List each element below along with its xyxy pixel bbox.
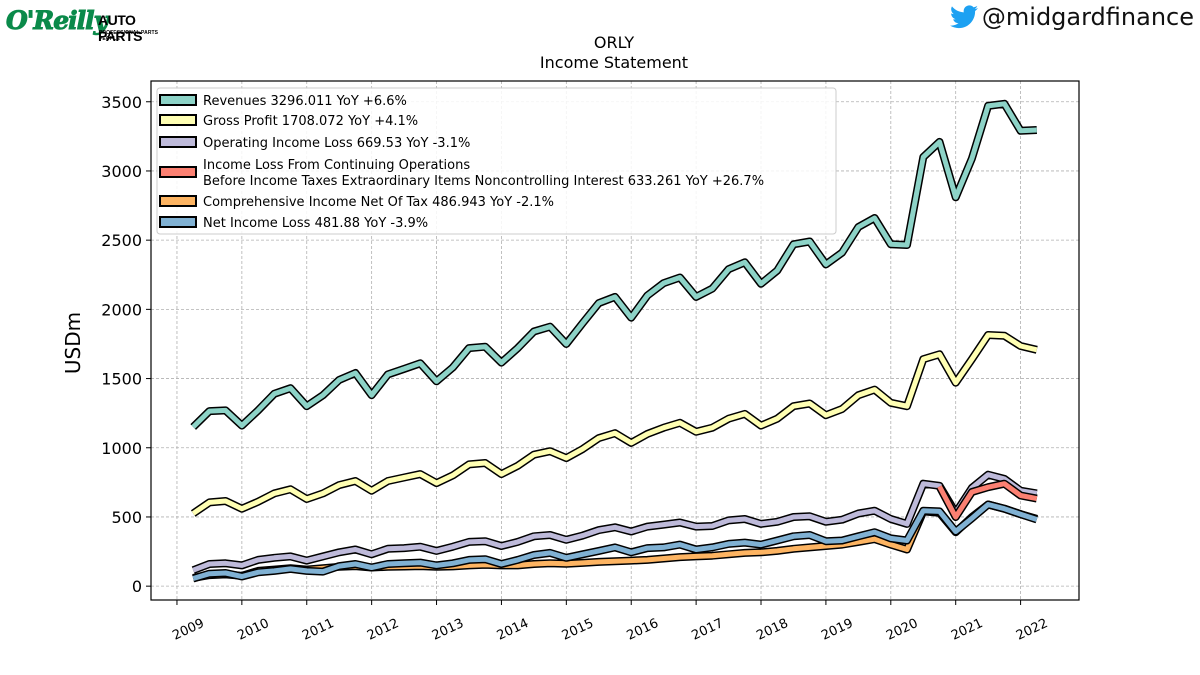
x-tick-label: 2013 <box>430 616 466 644</box>
y-axis-label: USDm <box>61 312 85 374</box>
x-tick-label: 2018 <box>754 616 790 644</box>
legend-label: Income Loss From Continuing Operations Be… <box>203 158 764 189</box>
x-tick-label: 2011 <box>300 616 336 644</box>
legend-box <box>156 87 837 235</box>
oreilly-logo: O'Reilly AUTO PARTS PROFESSIONAL PARTS P… <box>5 6 178 45</box>
y-tick-label: 3500 <box>101 93 142 112</box>
series-line-outline <box>190 331 1038 517</box>
x-tick-label: 2017 <box>689 616 725 644</box>
twitter-handle: @midgardfinance <box>981 3 1194 31</box>
series-lines <box>190 99 1039 583</box>
series-line <box>192 502 1038 581</box>
x-tick-label: 2016 <box>625 616 661 644</box>
chart-title: ORLY <box>594 33 635 52</box>
y-tick-label: 1500 <box>101 370 142 389</box>
legend-label: Operating Income Loss 669.53 YoY -3.1% <box>203 136 470 151</box>
legend-swatch <box>159 195 197 207</box>
chart-subtitle: Income Statement <box>540 53 688 72</box>
y-tick-label: 2500 <box>101 231 142 250</box>
legend-label: Comprehensive Income Net Of Tax 486.943 … <box>203 195 554 210</box>
x-tick-label: 2009 <box>170 616 206 644</box>
legend-label: Revenues 3296.011 YoY +6.6% <box>203 94 407 109</box>
logo-suffix: AUTO PARTS <box>98 12 142 44</box>
series-line <box>191 101 1037 429</box>
x-axis: 2009 2010 2011 2012 2013 2014 2015 2016 2017 2018… <box>170 600 1050 644</box>
x-tick-label: 2012 <box>365 616 401 644</box>
logo-tagline: PROFESSIONAL PARTS PEOPLE <box>99 30 159 42</box>
twitter-bird-icon <box>949 5 978 29</box>
y-axis: 0 500 1000 1500 2000 2500 3000 3500 <box>101 93 151 596</box>
legend-swatch <box>159 114 197 126</box>
series-line <box>192 472 1038 573</box>
x-tick-label: 2021 <box>949 616 985 644</box>
series-line <box>937 481 1038 520</box>
legend-swatch <box>159 166 197 178</box>
series-line <box>191 332 1038 516</box>
legend-swatch <box>159 136 197 148</box>
legend-swatch <box>159 216 197 228</box>
y-tick-label: 0 <box>132 577 142 596</box>
twitter-credit: @midgardfinance <box>949 2 1194 32</box>
y-tick-label: 3000 <box>101 162 142 181</box>
x-tick-label: 2020 <box>884 616 920 644</box>
x-tick-label: 2014 <box>495 616 531 644</box>
y-tick-label: 500 <box>111 508 142 527</box>
legend: Revenues 3296.011 YoY +6.6% Gross Profit … <box>156 87 837 235</box>
y-tick-label: 2000 <box>101 300 142 319</box>
x-tick-label: 2015 <box>560 616 596 644</box>
x-tick-label: 2022 <box>1014 616 1050 644</box>
y-tick-label: 1000 <box>101 439 142 458</box>
plot-frame <box>150 80 1080 601</box>
legend-label: Gross Profit 1708.072 YoY +4.1% <box>203 114 418 129</box>
logo-wordmark: O'Reilly <box>5 6 108 36</box>
x-tick-label: 2010 <box>235 616 271 644</box>
x-tick-label: 2019 <box>819 616 855 644</box>
legend-swatch <box>159 94 197 106</box>
legend-label: Net Income Loss 481.88 YoY -3.9% <box>203 216 428 231</box>
